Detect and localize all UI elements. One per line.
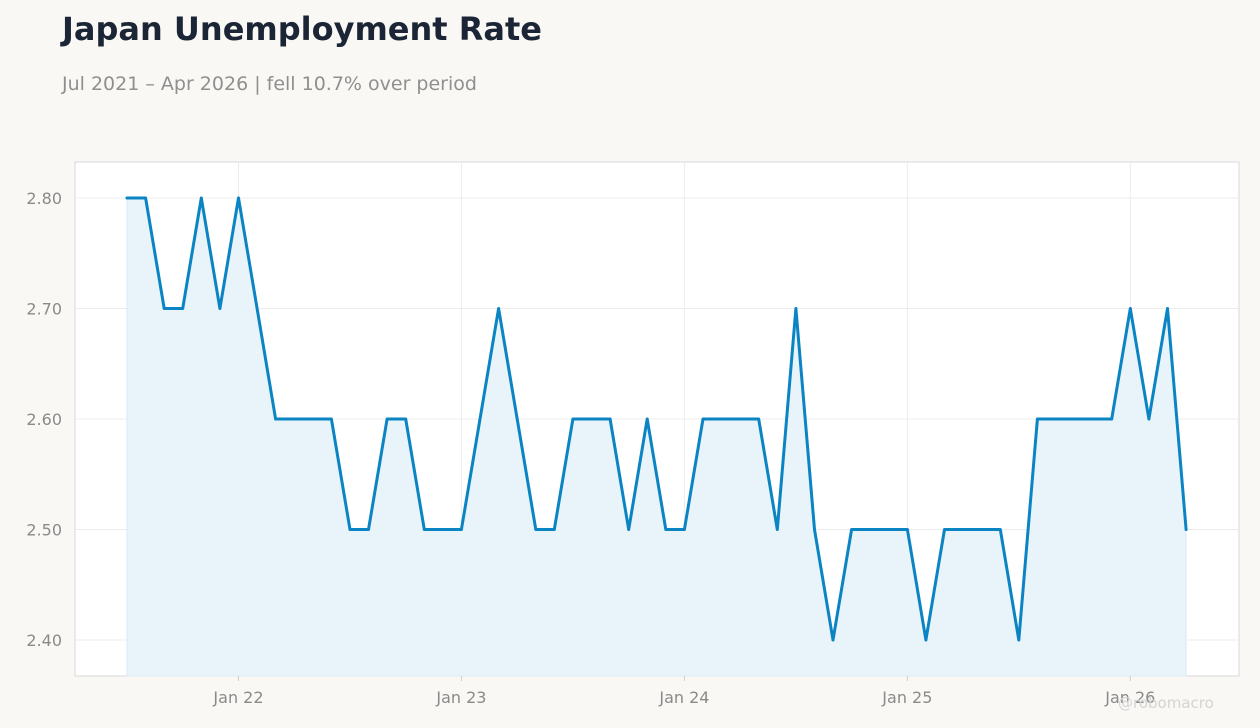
- data-point-2025-06: [998, 528, 1002, 531]
- data-point-2025-01: [906, 528, 909, 531]
- data-point-2023-09: [608, 417, 612, 421]
- x-tick-label: Jan 22: [212, 688, 263, 707]
- data-point-2023-07: [571, 417, 575, 421]
- data-point-2023-06: [552, 528, 556, 531]
- data-point-2025-02: [924, 638, 928, 642]
- data-point-2026-03: [1166, 307, 1169, 310]
- data-point-2021-08: [144, 196, 148, 200]
- data-point-2025-10: [1073, 417, 1076, 421]
- data-point-2022-06: [330, 417, 333, 421]
- data-point-2023-11: [645, 417, 649, 421]
- data-point-2022-05: [311, 417, 315, 421]
- data-point-2024-04: [738, 417, 742, 421]
- y-tick-label: 2.80: [26, 189, 62, 208]
- series-line: [125, 196, 1188, 642]
- x-axis-ticks: Jan 22 Jan 23 Jan 24 Jan 25 Jan 26: [212, 676, 1155, 707]
- data-point-2023-03: [497, 307, 500, 310]
- data-point-2022-08: [367, 528, 370, 531]
- data-point-2024-07: [794, 307, 798, 310]
- data-point-2025-03: [943, 528, 946, 531]
- chart-title: Japan Unemployment Rate: [62, 10, 542, 48]
- data-point-2021-11: [199, 196, 203, 200]
- data-point-2025-12: [1110, 417, 1114, 421]
- data-point-2022-09: [385, 417, 389, 421]
- data-point-2023-10: [627, 528, 631, 531]
- data-point-2024-12: [887, 528, 891, 531]
- y-tick-label: 2.40: [26, 631, 62, 650]
- data-point-2025-11: [1091, 417, 1095, 421]
- data-point-2022-12: [441, 528, 445, 531]
- data-point-2023-12: [664, 528, 668, 531]
- data-point-2024-05: [757, 417, 761, 421]
- data-point-2023-01: [460, 528, 463, 531]
- data-point-2022-11: [422, 528, 426, 531]
- data-point-2024-03: [720, 417, 723, 421]
- data-point-2023-02: [478, 417, 482, 421]
- data-point-2022-07: [348, 528, 352, 531]
- data-point-2024-01: [683, 528, 686, 531]
- y-tick-label: 2.60: [26, 410, 62, 429]
- x-tick-label: Jan 26: [1104, 688, 1155, 707]
- data-point-2025-09: [1054, 417, 1058, 421]
- data-point-2026-02: [1147, 417, 1151, 421]
- data-point-2024-02: [701, 417, 705, 421]
- data-point-2022-02: [255, 307, 259, 310]
- data-point-2021-07: [125, 196, 129, 200]
- data-points: [125, 196, 1188, 642]
- chart-subtitle: Jul 2021 – Apr 2026 | fell 10.7% over pe…: [62, 73, 477, 95]
- data-point-2022-03: [274, 417, 277, 421]
- data-point-2021-09: [162, 307, 166, 310]
- data-point-2024-06: [775, 528, 779, 531]
- data-point-2025-08: [1036, 417, 1039, 421]
- data-point-2021-12: [218, 307, 222, 310]
- data-point-2025-07: [1017, 638, 1021, 642]
- x-tick-label: Jan 23: [435, 688, 486, 707]
- data-point-2021-10: [181, 307, 185, 310]
- y-tick-label: 2.50: [26, 521, 62, 540]
- x-tick-label: Jan 24: [658, 688, 709, 707]
- data-point-2022-01: [237, 196, 240, 200]
- watermark: @robomacro: [1118, 694, 1214, 712]
- data-point-2023-08: [590, 417, 593, 421]
- data-point-2022-04: [292, 417, 296, 421]
- y-tick-label: 2.70: [26, 300, 62, 319]
- data-point-2024-08: [813, 528, 816, 531]
- data-point-2025-05: [980, 528, 984, 531]
- data-point-2022-10: [404, 417, 408, 421]
- data-point-2026-04: [1184, 528, 1188, 531]
- x-tick-label: Jan 25: [881, 688, 932, 707]
- data-point-2024-10: [850, 528, 853, 531]
- data-point-2024-09: [831, 638, 835, 642]
- data-point-2025-04: [961, 528, 965, 531]
- data-point-2023-05: [534, 528, 538, 531]
- data-point-2024-11: [868, 528, 872, 531]
- y-axis-ticks: 2.40 2.50 2.60 2.70 2.80: [26, 189, 62, 650]
- data-point-2023-04: [515, 417, 519, 421]
- data-point-2026-01: [1128, 307, 1132, 310]
